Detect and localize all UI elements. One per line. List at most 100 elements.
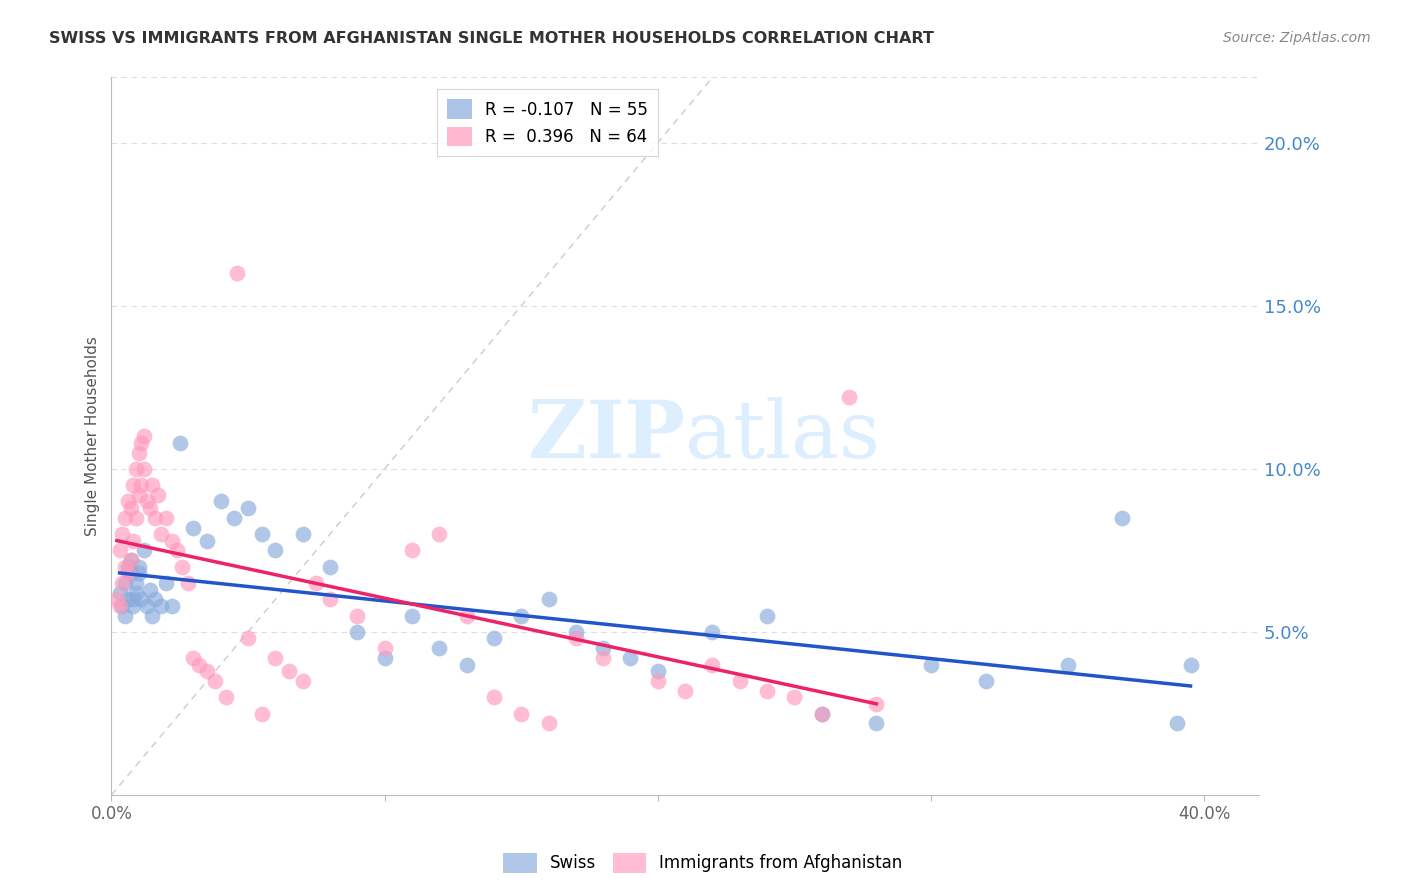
- Point: [125, 586, 148, 600]
- Point: [374, 641, 396, 656]
- Point: [305, 576, 328, 591]
- Point: [108, 543, 131, 558]
- Point: [183, 520, 205, 534]
- Point: [592, 641, 614, 656]
- Point: [131, 478, 153, 492]
- Point: [122, 478, 145, 492]
- Point: [122, 599, 145, 613]
- Point: [122, 592, 145, 607]
- Point: [236, 632, 259, 646]
- Point: [187, 657, 209, 672]
- Point: [169, 435, 191, 450]
- Point: [117, 592, 139, 607]
- Point: [401, 608, 423, 623]
- Point: [114, 576, 136, 591]
- Point: [131, 435, 153, 450]
- Point: [756, 683, 779, 698]
- Point: [166, 543, 188, 558]
- Point: [141, 478, 163, 492]
- Point: [728, 673, 751, 688]
- Point: [120, 553, 142, 567]
- Point: [135, 599, 157, 613]
- Point: [108, 586, 131, 600]
- Point: [204, 673, 226, 688]
- Point: [108, 599, 131, 613]
- Point: [592, 651, 614, 665]
- Point: [1180, 657, 1202, 672]
- Point: [224, 510, 246, 524]
- Point: [291, 527, 314, 541]
- Point: [565, 624, 588, 639]
- Point: [1056, 657, 1078, 672]
- Point: [346, 624, 368, 639]
- Point: [647, 673, 669, 688]
- Point: [647, 664, 669, 678]
- Point: [117, 566, 139, 581]
- Point: [209, 494, 232, 508]
- Point: [537, 716, 560, 731]
- Point: [1166, 716, 1188, 731]
- Point: [482, 690, 505, 705]
- Point: [160, 599, 183, 613]
- Point: [838, 390, 860, 404]
- Point: [702, 624, 724, 639]
- Point: [138, 501, 160, 516]
- Point: [135, 494, 157, 508]
- Point: [128, 488, 150, 502]
- Point: [114, 510, 136, 524]
- Point: [236, 501, 259, 516]
- Point: [117, 559, 139, 574]
- Point: [138, 582, 160, 597]
- Y-axis label: Single Mother Households: Single Mother Households: [86, 336, 100, 536]
- Point: [264, 543, 287, 558]
- Point: [149, 527, 172, 541]
- Point: [149, 599, 172, 613]
- Point: [865, 716, 887, 731]
- Point: [120, 566, 142, 581]
- Point: [134, 429, 156, 443]
- Point: [1111, 510, 1133, 524]
- Point: [291, 673, 314, 688]
- Point: [183, 651, 205, 665]
- Point: [319, 592, 342, 607]
- Point: [111, 599, 134, 613]
- Point: [122, 533, 145, 548]
- Point: [155, 510, 177, 524]
- Point: [346, 608, 368, 623]
- Point: [177, 576, 200, 591]
- Point: [128, 445, 150, 459]
- Point: [105, 592, 128, 607]
- Point: [250, 706, 273, 721]
- Point: [143, 592, 166, 607]
- Point: [810, 706, 832, 721]
- Point: [111, 527, 134, 541]
- Point: [920, 657, 942, 672]
- Point: [510, 608, 533, 623]
- Point: [537, 592, 560, 607]
- Point: [114, 608, 136, 623]
- Legend: Swiss, Immigrants from Afghanistan: Swiss, Immigrants from Afghanistan: [496, 847, 910, 880]
- Point: [141, 608, 163, 623]
- Point: [456, 608, 478, 623]
- Point: [319, 559, 342, 574]
- Point: [401, 543, 423, 558]
- Point: [125, 510, 148, 524]
- Point: [510, 706, 533, 721]
- Point: [146, 488, 169, 502]
- Point: [264, 651, 287, 665]
- Point: [117, 494, 139, 508]
- Point: [172, 559, 194, 574]
- Point: [702, 657, 724, 672]
- Point: [195, 533, 218, 548]
- Point: [143, 510, 166, 524]
- Point: [810, 706, 832, 721]
- Point: [128, 566, 150, 581]
- Point: [120, 501, 142, 516]
- Text: atlas: atlas: [685, 397, 880, 475]
- Point: [250, 527, 273, 541]
- Point: [865, 697, 887, 711]
- Point: [160, 533, 183, 548]
- Point: [783, 690, 806, 705]
- Point: [278, 664, 301, 678]
- Point: [756, 608, 779, 623]
